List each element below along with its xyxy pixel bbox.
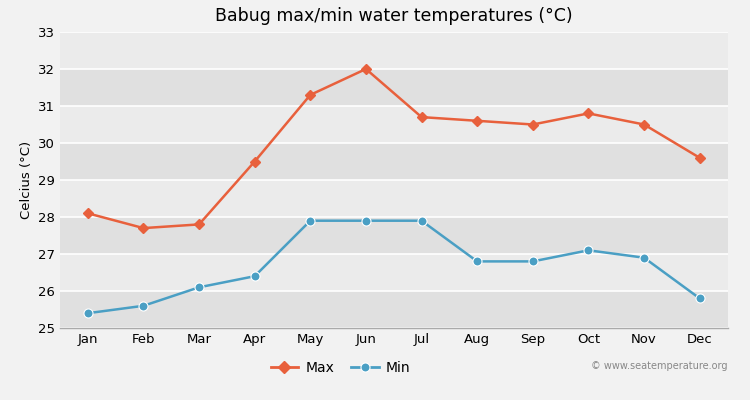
Bar bbox=[60, 217, 728, 254]
Legend: Max, Min: Max, Min bbox=[265, 355, 416, 380]
Bar bbox=[60, 291, 728, 328]
Y-axis label: Celcius (°C): Celcius (°C) bbox=[20, 141, 32, 219]
Bar bbox=[60, 32, 728, 69]
Title: Babug max/min water temperatures (°C): Babug max/min water temperatures (°C) bbox=[215, 7, 572, 25]
Text: © www.seatemperature.org: © www.seatemperature.org bbox=[591, 360, 728, 370]
Bar bbox=[60, 254, 728, 291]
Bar bbox=[60, 106, 728, 143]
Bar bbox=[60, 180, 728, 217]
Bar bbox=[60, 69, 728, 106]
Bar bbox=[60, 143, 728, 180]
